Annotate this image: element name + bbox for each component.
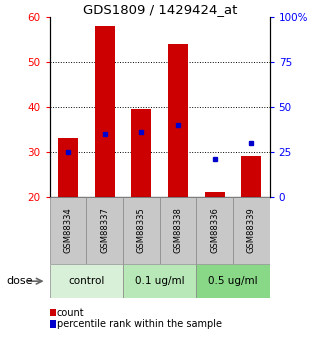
Bar [123,264,196,298]
Bar [168,44,188,197]
Text: GSM88339: GSM88339 [247,207,256,253]
Text: GSM88335: GSM88335 [137,207,146,253]
Bar [131,109,152,197]
Text: GSM88336: GSM88336 [210,207,219,253]
Bar [204,192,225,197]
Text: 0.5 ug/ml: 0.5 ug/ml [208,276,258,286]
Bar [123,197,160,264]
Title: GDS1809 / 1429424_at: GDS1809 / 1429424_at [82,3,237,16]
Text: GSM88338: GSM88338 [174,207,183,253]
Bar [86,197,123,264]
Bar [50,197,86,264]
Bar [241,156,261,197]
Bar [196,264,270,298]
Bar [95,26,115,197]
Bar [50,264,123,298]
Bar [233,197,270,264]
Bar [196,197,233,264]
Text: 0.1 ug/ml: 0.1 ug/ml [135,276,185,286]
Text: control: control [68,276,105,286]
Text: GSM88334: GSM88334 [64,207,73,253]
Text: count: count [57,308,84,317]
Bar [160,197,196,264]
Text: dose: dose [6,276,33,286]
Text: percentile rank within the sample: percentile rank within the sample [57,319,222,329]
Text: GSM88337: GSM88337 [100,207,109,253]
Bar [58,138,78,197]
